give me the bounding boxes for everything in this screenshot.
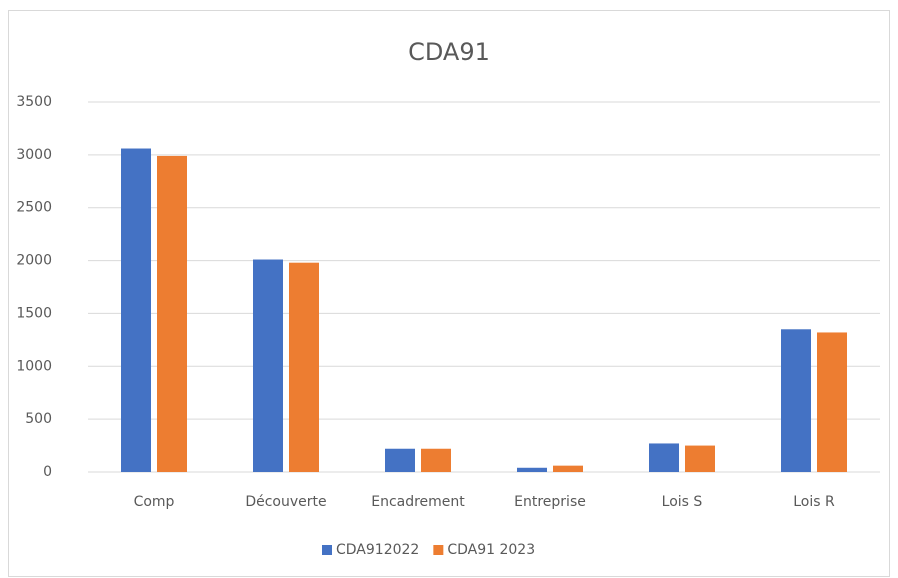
bar: [121, 148, 151, 472]
y-tick-label: 2500: [16, 200, 52, 216]
y-tick-label: 500: [25, 411, 52, 427]
chart-frame: [8, 10, 890, 577]
x-tick-label: Encadrement: [371, 494, 465, 510]
bar: [781, 329, 811, 472]
chart-title: CDA91: [408, 38, 490, 66]
bar: [385, 448, 415, 472]
bar: [253, 259, 283, 472]
bar: [649, 443, 679, 472]
bar: [817, 332, 847, 472]
legend-label: CDA912022: [336, 542, 419, 558]
bar: [157, 155, 187, 472]
y-tick-label: 3000: [16, 147, 52, 163]
x-tick-label: Lois S: [662, 494, 703, 510]
legend-label: CDA91 2023: [447, 542, 535, 558]
x-tick-label: Comp: [134, 494, 175, 510]
y-tick-label: 1000: [16, 358, 52, 374]
y-tick-label: 2000: [16, 253, 52, 269]
y-tick-label: 3500: [16, 94, 52, 110]
bar: [517, 467, 547, 472]
bar: [553, 465, 583, 472]
x-tick-label: Lois R: [793, 494, 835, 510]
legend-swatch: [433, 545, 444, 555]
y-tick-label: 1500: [16, 305, 52, 321]
x-tick-label: Découverte: [245, 494, 326, 510]
bar: [289, 262, 319, 472]
legend-swatch: [322, 545, 332, 555]
bar: [685, 445, 715, 472]
x-tick-label: Entreprise: [514, 494, 586, 510]
bar: [421, 448, 451, 472]
y-tick-label: 0: [43, 464, 52, 480]
